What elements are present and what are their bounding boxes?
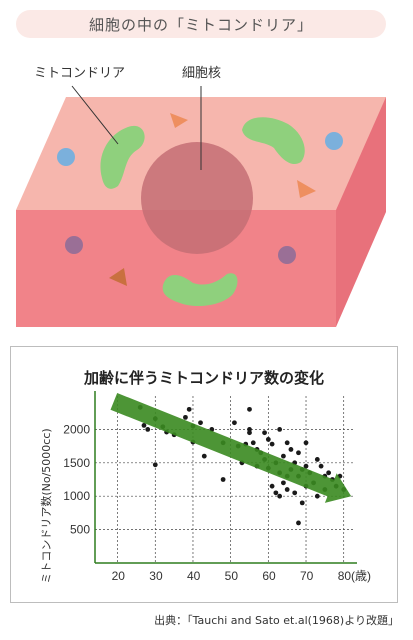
data-point xyxy=(326,470,332,476)
data-point xyxy=(247,430,252,436)
source-citation: 出典：「Tauchi and Sato et.al(1968)より改題」 xyxy=(154,614,399,627)
y-tick-label: 1000 xyxy=(63,489,90,503)
x-tick-label: 80(歳) xyxy=(338,569,371,583)
y-axis-label: ミトコンドリア数(No/5000cc) xyxy=(40,428,53,583)
data-point xyxy=(318,463,324,469)
y-tick-label: 500 xyxy=(70,523,90,537)
x-tick-label: 70 xyxy=(300,569,314,583)
data-point xyxy=(314,457,320,462)
x-tick-label: 30 xyxy=(149,569,163,583)
data-point xyxy=(201,453,207,459)
leader-mitochondria xyxy=(71,85,119,145)
chart-axes xyxy=(94,391,357,564)
y-tick-label: 1500 xyxy=(63,456,90,470)
data-point xyxy=(284,487,290,492)
mitochondrion-left xyxy=(100,125,145,189)
triangle-organelle-3 xyxy=(109,268,127,286)
nucleus xyxy=(141,142,253,254)
data-point xyxy=(296,450,301,456)
triangle-organelle-1 xyxy=(170,113,188,128)
data-point xyxy=(269,483,275,489)
data-point xyxy=(220,477,226,482)
dot-blue-left xyxy=(57,148,75,166)
dot-purple-right xyxy=(278,246,296,264)
data-point xyxy=(277,493,283,499)
x-ticks: 20 30 40 50 60 70 80(歳) xyxy=(112,569,371,583)
data-point xyxy=(269,441,275,447)
title-banner: 細胞の中の「ミトコンドリア」 xyxy=(16,10,386,38)
cell-front-face xyxy=(16,210,336,327)
chart-frame xyxy=(10,346,398,603)
triangle-organelle-2 xyxy=(297,180,316,198)
data-point xyxy=(186,406,192,412)
dot-purple-left xyxy=(65,236,83,254)
chart-area: 加齢に伴うミトコンドリア数の変化 ミトコンドリア数(No/5000cc) 20 3… xyxy=(40,369,371,584)
chart-grid xyxy=(95,396,355,563)
data-point xyxy=(247,427,252,432)
y-tick-label: 2000 xyxy=(63,422,90,436)
title-text: 細胞の中の「ミトコンドリア」 xyxy=(88,15,313,34)
data-point xyxy=(299,500,305,506)
data-point xyxy=(288,447,294,452)
data-point xyxy=(303,440,309,446)
x-tick-label: 40 xyxy=(187,569,201,583)
chart-title: 加齢に伴うミトコンドリア数の変化 xyxy=(83,369,324,387)
dot-blue-right xyxy=(325,132,343,150)
x-tick-label: 50 xyxy=(225,569,239,583)
data-point xyxy=(303,463,309,469)
trend-arrow xyxy=(110,393,352,503)
data-point xyxy=(265,437,271,442)
x-tick-label: 60 xyxy=(262,569,276,583)
data-point xyxy=(247,406,252,412)
data-point xyxy=(183,414,188,420)
x-tick-label: 20 xyxy=(112,569,126,583)
mitochondrion-right xyxy=(242,117,305,165)
data-point xyxy=(141,422,147,428)
data-point xyxy=(232,420,237,426)
trend-arrow-shape xyxy=(110,393,352,503)
data-point xyxy=(250,440,256,446)
data-point xyxy=(273,490,279,496)
cell-illustration: ミトコンドリア 細胞核 xyxy=(16,66,386,327)
mitochondrion-bottom xyxy=(162,273,238,306)
label-mitochondria: ミトコンドリア xyxy=(34,66,125,81)
data-point xyxy=(152,462,158,468)
data-point xyxy=(296,520,301,526)
data-point xyxy=(281,453,286,459)
label-nucleus: 細胞核 xyxy=(182,66,221,81)
data-point xyxy=(277,427,283,432)
data-point xyxy=(284,440,290,446)
data-point xyxy=(281,480,286,486)
data-point xyxy=(145,427,151,432)
data-point xyxy=(292,490,298,496)
data-point xyxy=(262,430,267,436)
data-point xyxy=(314,493,320,499)
y-ticks: 2000 1500 1000 500 xyxy=(63,422,90,536)
cell-side-face xyxy=(336,97,386,327)
data-point xyxy=(198,420,203,426)
